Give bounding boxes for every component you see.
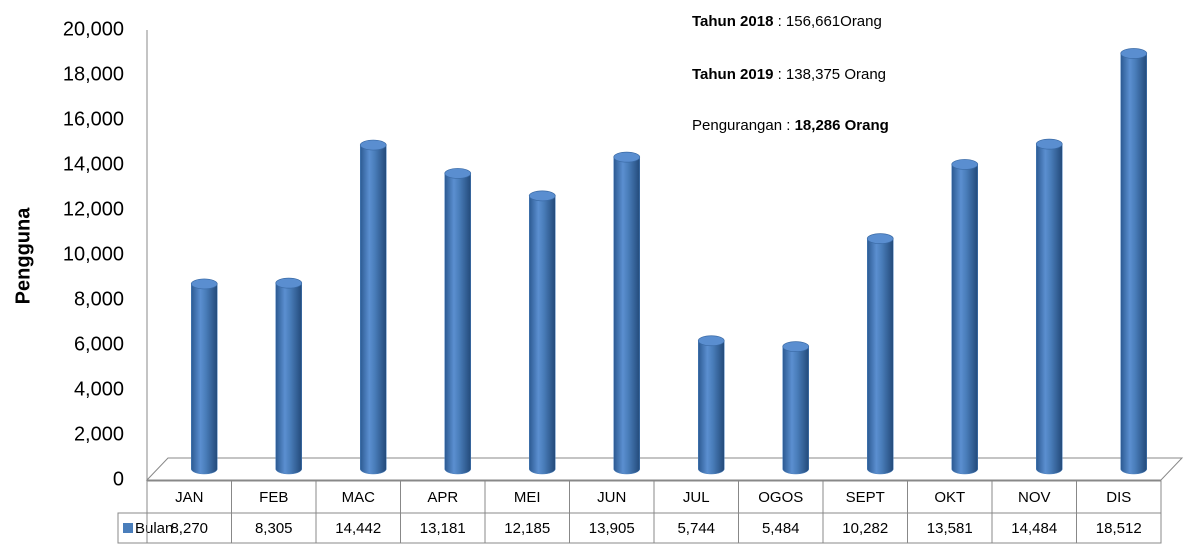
bar	[867, 238, 894, 475]
x-tick-label: JAN	[175, 489, 203, 506]
y-tick-label: 18,000	[63, 63, 124, 85]
x-tick-label: FEB	[259, 489, 288, 506]
x-tick-label: SEPT	[846, 489, 885, 506]
table-value: 8,270	[170, 520, 208, 537]
x-tick-label: OKT	[934, 489, 965, 506]
x-tick-label: MEI	[514, 489, 541, 506]
x-tick-label: NOV	[1018, 489, 1051, 506]
y-tick-label: 12,000	[63, 198, 124, 220]
x-tick-label: MAC	[342, 489, 376, 506]
bar-top	[1120, 48, 1148, 59]
y-tick-label: 10,000	[63, 243, 124, 265]
x-tick-label: APR	[427, 489, 458, 506]
y-tick-label: 20,000	[63, 18, 124, 40]
y-tick-label: 6,000	[74, 333, 124, 355]
table-value: 5,484	[762, 520, 800, 537]
legend-swatch	[123, 523, 133, 533]
y-tick-label: 4,000	[74, 378, 124, 400]
bar-top	[613, 151, 641, 163]
bar	[191, 283, 218, 475]
bar-top	[697, 335, 725, 347]
table-value: 12,185	[504, 520, 550, 537]
annotation: Tahun 2019 : 138,375 Orang	[692, 66, 886, 83]
table-value: 13,581	[927, 520, 973, 537]
annotation: Tahun 2018 : 156,661Orang	[692, 13, 882, 30]
bar-top	[444, 168, 472, 179]
annotation: Pengurangan : 18,286 Orang	[692, 117, 889, 134]
bar-top	[190, 278, 218, 290]
bar	[529, 195, 556, 475]
table-value: 13,181	[420, 520, 466, 537]
table-value: 13,905	[589, 520, 635, 537]
x-tick-label: OGOS	[758, 489, 803, 506]
y-axis-title: Pengguna	[12, 207, 34, 305]
table-value: 10,282	[842, 520, 888, 537]
table-value: 8,305	[255, 520, 293, 537]
x-tick-label: DIS	[1106, 489, 1131, 506]
y-tick-label: 16,000	[63, 108, 124, 130]
table-value: 18,512	[1096, 520, 1142, 537]
bar-top	[275, 277, 303, 289]
table-value: 5,744	[677, 520, 715, 537]
y-tick-label: 2,000	[74, 423, 124, 445]
bar-top	[866, 233, 894, 245]
table-value: 14,442	[335, 520, 381, 537]
bar-top	[951, 159, 979, 170]
bar	[360, 144, 387, 475]
bar	[698, 340, 725, 475]
bar-top	[528, 190, 556, 202]
x-tick-label: JUN	[597, 489, 626, 506]
bar-top	[359, 139, 387, 151]
bar	[1036, 143, 1063, 475]
table-value: 14,484	[1011, 520, 1057, 537]
bar	[951, 164, 978, 475]
table-cell	[117, 512, 1162, 544]
bar-top	[1035, 138, 1063, 150]
bar	[444, 173, 471, 475]
bar	[1120, 53, 1147, 475]
y-tick-label: 8,000	[74, 288, 124, 310]
x-tick-label: JUL	[683, 489, 710, 506]
bar	[782, 346, 809, 475]
legend-label: Bulan	[135, 520, 173, 537]
y-tick-label: 14,000	[63, 153, 124, 175]
bar-top	[782, 341, 810, 352]
y-tick-label: 0	[113, 468, 124, 490]
floor	[145, 457, 1184, 481]
bar	[275, 282, 302, 475]
bar	[613, 156, 640, 475]
